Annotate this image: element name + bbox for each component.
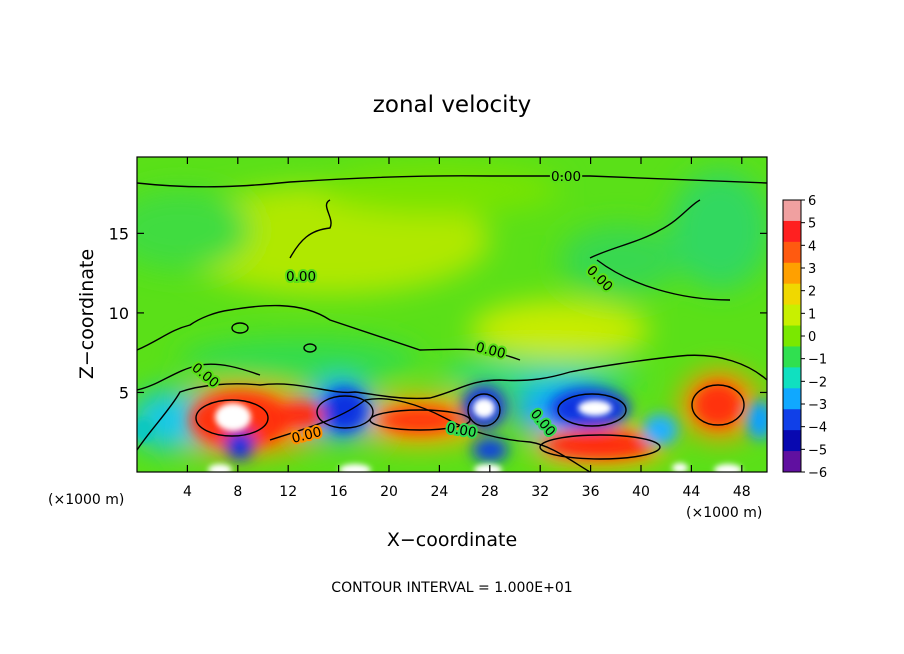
x-tick-label: 24: [430, 484, 448, 500]
colorbar-tick-label: 4: [808, 239, 816, 254]
colorbar-swatch: [783, 409, 801, 431]
x-tick-label: 44: [682, 484, 700, 500]
colorbar-tick-label: −4: [808, 421, 827, 436]
colorbar-tick-label: −3: [808, 398, 827, 413]
colorbar-tick-label: −6: [808, 466, 827, 481]
colorbar-tick-label: 1: [808, 307, 816, 322]
x-tick-label: 28: [481, 484, 499, 500]
colorbar-swatch: [783, 430, 801, 452]
colorbar-swatch: [783, 451, 801, 473]
colorbar-tick-label: 5: [808, 217, 816, 232]
colorbar-swatch: [783, 367, 801, 389]
contour-label: 0.00: [551, 169, 581, 185]
x-tick-label: 36: [582, 484, 600, 500]
colorbar-tick-label: −1: [808, 353, 827, 368]
colorbar-swatch: [783, 283, 801, 306]
y-tick-label: 10: [109, 304, 129, 323]
colorbar-tick-label: 3: [808, 262, 816, 277]
y-axis-label: Z−coordinate: [76, 249, 98, 379]
x-axis: 4 8 12 16 20 24 28 32 36 40 44 48: [183, 157, 751, 500]
colorbar: 6 5 4 3 2 1 0 −1 −2 −3 −4 −5 −6: [782, 194, 827, 481]
x-tick-label: 48: [733, 484, 751, 500]
chart-title: zonal velocity: [373, 92, 531, 118]
x-axis-label: X−coordinate: [387, 529, 517, 551]
y-tick-label: 15: [109, 224, 129, 243]
contour-interval-note: CONTOUR INTERVAL = 1.000E+01: [331, 580, 572, 596]
contour-label: 0.00: [286, 269, 316, 285]
x-tick-label: 40: [632, 484, 650, 500]
colorbar-tick-label: 6: [808, 194, 816, 209]
y-axis: 5 10 15: [109, 224, 767, 402]
colorbar-tick-label: −2: [808, 375, 827, 390]
colorbar-swatch: [783, 262, 801, 285]
x-unit-label-left: (×1000 m): [48, 492, 124, 508]
colorbar-tick-label: 0: [808, 330, 816, 345]
colorbar-tick-label: −5: [808, 443, 827, 458]
x-tick-label: 16: [330, 484, 348, 500]
plot-frame: [136, 156, 768, 473]
colorbar-swatch: [783, 304, 801, 327]
y-tick-label: 5: [119, 383, 129, 402]
x-tick-label: 20: [380, 484, 398, 500]
colorbar-tick-label: 2: [808, 285, 816, 300]
zero-contours: [137, 175, 767, 472]
x-tick-label: 32: [531, 484, 549, 500]
colorbar-swatch: [783, 200, 801, 222]
x-tick-label: 12: [279, 484, 297, 500]
x-tick-label: 8: [233, 484, 242, 500]
velocity-field: [137, 157, 767, 472]
colorbar-swatch: [783, 346, 801, 368]
colorbar-swatch: [783, 325, 801, 347]
colorbar-swatch: [783, 220, 801, 243]
x-tick-label: 4: [183, 484, 192, 500]
colorbar-swatch: [783, 388, 801, 410]
x-unit-label-right: (×1000 m): [686, 505, 762, 521]
colorbar-swatch: [783, 241, 801, 264]
